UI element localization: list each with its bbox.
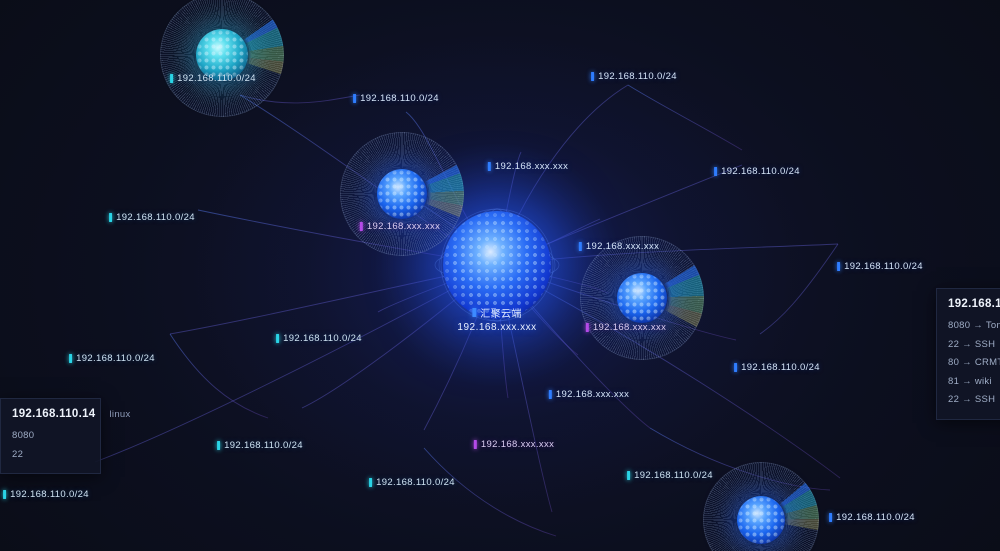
- subnet-node-label[interactable]: 192.168.110.0/24: [829, 513, 915, 523]
- subnet-label-text: 192.168.110.0/24: [224, 440, 303, 451]
- subnet-core-sphere: [617, 273, 667, 323]
- subnet-core-sphere: [196, 29, 248, 81]
- tooltip-port-row: 81 → wiki: [948, 375, 992, 387]
- subnet-label-text: 192.168.110.0/24: [283, 333, 362, 344]
- tooltip-port-row: 22 → SSH: [948, 338, 996, 350]
- hub-ip: 192.168.xxx.xxx: [457, 322, 537, 333]
- subnet-label-text: 192.168.110.0/24: [836, 512, 915, 523]
- subnet-marker-icon: [109, 213, 113, 223]
- subnet-marker-icon: [734, 363, 738, 373]
- subnet-node-label[interactable]: 192.168.110.0/24: [109, 213, 195, 223]
- subnet-label-text: 192.168.110.0/24: [10, 489, 89, 500]
- subnet-node-label[interactable]: 192.168.110.0/24: [714, 167, 800, 177]
- tooltip-left-port-list: 8080 22: [1, 427, 100, 473]
- tooltip-port-row: 22: [12, 448, 24, 460]
- subnet-label-text: 192.168.110.0/24: [844, 261, 923, 272]
- subnet-marker-icon: [217, 441, 221, 451]
- subnet-node-label[interactable]: 192.168.110.0/24: [3, 490, 89, 500]
- host-marker-icon: [473, 440, 477, 450]
- subnet-marker-icon: [3, 490, 7, 500]
- hub-name: 汇聚云端: [480, 309, 522, 320]
- subnet-label-text: 192.168.110.0/24: [116, 212, 195, 223]
- subnet-label-text: 192.168.110.0/24: [741, 362, 820, 373]
- device-marker-icon: [578, 242, 582, 252]
- subnet-node-label[interactable]: 192.168.110.0/24: [837, 262, 923, 272]
- tooltip-port-row: 8080 → Tomcat: [948, 320, 1000, 331]
- device-label-text: 192.168.xxx.xxx: [585, 241, 660, 252]
- device-node-label[interactable]: 192.168.xxx.xxx: [487, 161, 569, 172]
- device-node-label[interactable]: 192.168.xxx.xxx: [578, 241, 660, 252]
- tooltip-left-os: linux: [109, 409, 131, 420]
- host-tooltip-left[interactable]: 192.168.110.14 linux 8080 22: [0, 398, 130, 474]
- subnet-node[interactable]: [160, 0, 284, 117]
- host-label-text: 192.168.xxx.xxx: [480, 439, 555, 450]
- subnet-node-label[interactable]: 192.168.110.0/24: [276, 334, 362, 344]
- tooltip-port-row: 8080: [12, 430, 35, 441]
- subnet-node-label[interactable]: 192.168.110.0/24: [734, 363, 820, 373]
- tooltip-port-row: 80 → CRMTEST: [948, 357, 1000, 368]
- subnet-node-label[interactable]: 192.168.110.0/24: [591, 72, 677, 82]
- subnet-node[interactable]: [703, 462, 819, 551]
- subnet-core-sphere: [737, 496, 785, 544]
- subnet-label-text: 192.168.110.0/24: [598, 71, 677, 82]
- hub-marker-icon: [472, 308, 477, 317]
- device-label-text: 192.168.xxx.xxx: [494, 161, 569, 172]
- subnet-node-label[interactable]: 192.168.110.0/24: [170, 74, 256, 84]
- subnet-node[interactable]: [340, 132, 464, 256]
- host-label-text: 192.168.xxx.xxx: [592, 322, 667, 333]
- subnet-marker-icon: [170, 74, 174, 84]
- subnet-marker-icon: [276, 334, 280, 344]
- device-marker-icon: [548, 390, 552, 400]
- tooltip-left-ip: 192.168.110.14: [12, 408, 96, 420]
- subnet-label-text: 192.168.110.0/24: [376, 477, 455, 488]
- host-node-label[interactable]: 192.168.xxx.xxx: [473, 439, 555, 450]
- host-node-label[interactable]: 192.168.xxx.xxx: [585, 322, 667, 333]
- subnet-node-label[interactable]: 192.168.110.0/24: [369, 478, 455, 488]
- subnet-marker-icon: [353, 94, 357, 104]
- subnet-node-label[interactable]: 192.168.110.0/24: [353, 94, 439, 104]
- host-node-label[interactable]: 192.168.xxx.xxx: [359, 221, 441, 232]
- subnet-label-text: 192.168.110.0/24: [360, 93, 439, 104]
- subnet-label-text: 192.168.110.0/24: [634, 470, 713, 481]
- hub-label: 汇聚云端 192.168.xxx.xxx: [457, 305, 536, 333]
- tooltip-port-row: 22 → SSH: [948, 394, 996, 405]
- hub-sphere: [443, 211, 551, 319]
- host-marker-icon: [359, 222, 363, 232]
- subnet-label-text: 192.168.110.0/24: [177, 73, 256, 84]
- subnet-marker-icon: [591, 72, 595, 82]
- subnet-core-sphere: [377, 169, 427, 219]
- device-marker-icon: [487, 162, 491, 172]
- subnet-label-text: 192.168.110.0/24: [721, 166, 800, 177]
- host-marker-icon: [585, 323, 589, 333]
- tooltip-right-ip: 192.168.110.14: [948, 298, 1000, 310]
- subnet-label-text: 192.168.110.0/24: [76, 353, 155, 364]
- subnet-node-label[interactable]: 192.168.110.0/24: [627, 471, 713, 481]
- subnet-marker-icon: [627, 471, 631, 481]
- tooltip-right-port-list: 8080 → Tomcat 22 → SSH 80 → CRMTEST 81 → wi…: [937, 317, 1000, 419]
- subnet-node-label[interactable]: 192.168.110.0/24: [69, 354, 155, 364]
- device-node-label[interactable]: 192.168.xxx.xxx: [548, 389, 630, 400]
- subnet-node-label[interactable]: 192.168.110.0/24: [217, 441, 303, 451]
- subnet-marker-icon: [837, 262, 841, 272]
- device-label-text: 192.168.xxx.xxx: [555, 389, 630, 400]
- subnet-marker-icon: [69, 354, 73, 364]
- subnet-marker-icon: [369, 478, 373, 488]
- host-tooltip-right[interactable]: 192.168.110.14 8080 → Tomcat 22 → SSH 80 →…: [936, 288, 1000, 420]
- host-label-text: 192.168.xxx.xxx: [366, 221, 441, 232]
- subnet-node[interactable]: [580, 236, 704, 360]
- subnet-marker-icon: [714, 167, 718, 177]
- subnet-marker-icon: [829, 513, 833, 523]
